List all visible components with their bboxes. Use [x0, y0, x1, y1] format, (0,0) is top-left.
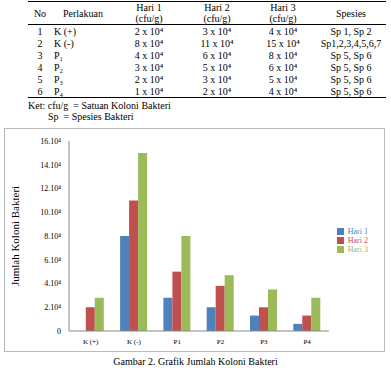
html-text:P₄: P₄	[54, 85, 64, 97]
html-text:K (+): K (+)	[54, 25, 76, 37]
html-text:4 x 10⁴: 4 x 10⁴	[134, 49, 164, 61]
html-text:1: 1	[37, 25, 43, 37]
svg-text:8.10⁴: 8.10⁴	[44, 232, 61, 241]
html-text:5 x 10⁴: 5 x 10⁴	[202, 61, 232, 73]
svg-text:Jumlah Koloni Bakteri: Jumlah Koloni Bakteri	[9, 186, 21, 286]
html-text:2 x 10⁴: 2 x 10⁴	[134, 73, 164, 85]
html-text:Hari 2: Hari 2	[347, 235, 368, 245]
svg-text:0: 0	[57, 327, 61, 336]
html-text:Sp 5, Sp 6: Sp 5, Sp 6	[330, 73, 372, 85]
html-text:4 x 10⁴: 4 x 10⁴	[268, 85, 298, 97]
svg-text:K (-): K (-)	[127, 338, 141, 346]
html-text:4 x 10⁴: 4 x 10⁴	[268, 25, 298, 37]
html-text:6 x 10⁴: 6 x 10⁴	[268, 61, 298, 73]
html-text:3: 3	[37, 49, 43, 61]
html-text:8 x 10⁴: 8 x 10⁴	[268, 49, 298, 61]
html-text:8 x 10⁴: 8 x 10⁴	[134, 37, 164, 49]
html-text:15 x 10⁴: 15 x 10⁴	[266, 37, 300, 49]
svg-text:P2: P2	[217, 338, 225, 346]
html-text:2 x 10⁴: 2 x 10⁴	[202, 85, 232, 97]
html-text:3 x 10⁴: 3 x 10⁴	[202, 25, 232, 37]
svg-text:P1: P1	[174, 338, 182, 346]
html-text:6: 6	[37, 85, 43, 97]
html-text:Spesies: Spesies	[336, 7, 366, 19]
svg-text:14.10⁴: 14.10⁴	[40, 161, 61, 170]
html-text:Sp 5, Sp 6: Sp 5, Sp 6	[330, 61, 372, 73]
svg-text:P4: P4	[303, 338, 311, 346]
html-text:5: 5	[37, 73, 43, 85]
svg-text:P3: P3	[260, 338, 268, 346]
html-text:P₁: P₁	[54, 49, 64, 61]
svg-text:4.10⁴: 4.10⁴	[44, 279, 61, 288]
html-text:6 x 10⁴: 6 x 10⁴	[202, 49, 232, 61]
html-text:Perlakuan: Perlakuan	[63, 7, 103, 19]
svg-text:16.10⁴: 16.10⁴	[40, 137, 61, 146]
html-text:3 x 10⁴: 3 x 10⁴	[202, 73, 232, 85]
svg-text:12.10⁴: 12.10⁴	[40, 184, 61, 193]
html-text:1 x 10⁴: 1 x 10⁴	[134, 85, 164, 97]
html-text:Hari 2 (cfu/g): Hari 2 (cfu/g)	[203, 2, 231, 24]
svg-text:10.10⁴: 10.10⁴	[40, 208, 61, 217]
html-text:4: 4	[37, 61, 43, 73]
html-text:Gambar 2. Grafik Jumlah Koloni: Gambar 2. Grafik Jumlah Koloni Bakteri	[113, 356, 278, 367]
html-text:Hari 1 (cfu/g): Hari 1 (cfu/g)	[135, 2, 163, 24]
html-text:3 x 10⁴: 3 x 10⁴	[134, 61, 164, 73]
html-text:2: 2	[37, 37, 43, 49]
svg-text:K (+): K (+)	[83, 338, 99, 346]
html-text:5 x 10⁴: 5 x 10⁴	[268, 73, 298, 85]
svg-text:6.10⁴: 6.10⁴	[44, 256, 61, 265]
html-text:Hari 3: Hari 3	[347, 244, 368, 254]
html-text:Sp = Spesies Bakteri: Sp = Spesies Bakteri	[48, 111, 134, 122]
html-text:K (-): K (-)	[54, 37, 74, 49]
svg-text:2.10⁴: 2.10⁴	[44, 303, 61, 312]
html-text:Hari 3 (cfu/g): Hari 3 (cfu/g)	[269, 2, 297, 24]
html-text:Sp 5, Sp 6: Sp 5, Sp 6	[330, 49, 372, 61]
html-text:P₂: P₂	[54, 61, 64, 73]
html-text:Sp1,2,3,4,5,6,7: Sp1,2,3,4,5,6,7	[320, 37, 382, 49]
html-text:No: No	[33, 7, 47, 19]
html-text:Sp 1, Sp 2: Sp 1, Sp 2	[330, 25, 372, 37]
html-text:P₃: P₃	[54, 73, 64, 85]
html-text:11 x 10⁴: 11 x 10⁴	[200, 37, 234, 49]
html-text:Ket: cfu/g = Satuan Koloni Bak: Ket: cfu/g = Satuan Koloni Bakteri	[28, 100, 171, 111]
html-text:2 x 10⁴: 2 x 10⁴	[134, 25, 164, 37]
html-text:Sp 5, Sp 6: Sp 5, Sp 6	[330, 85, 372, 97]
html-text:Hari 1: Hari 1	[347, 226, 368, 236]
